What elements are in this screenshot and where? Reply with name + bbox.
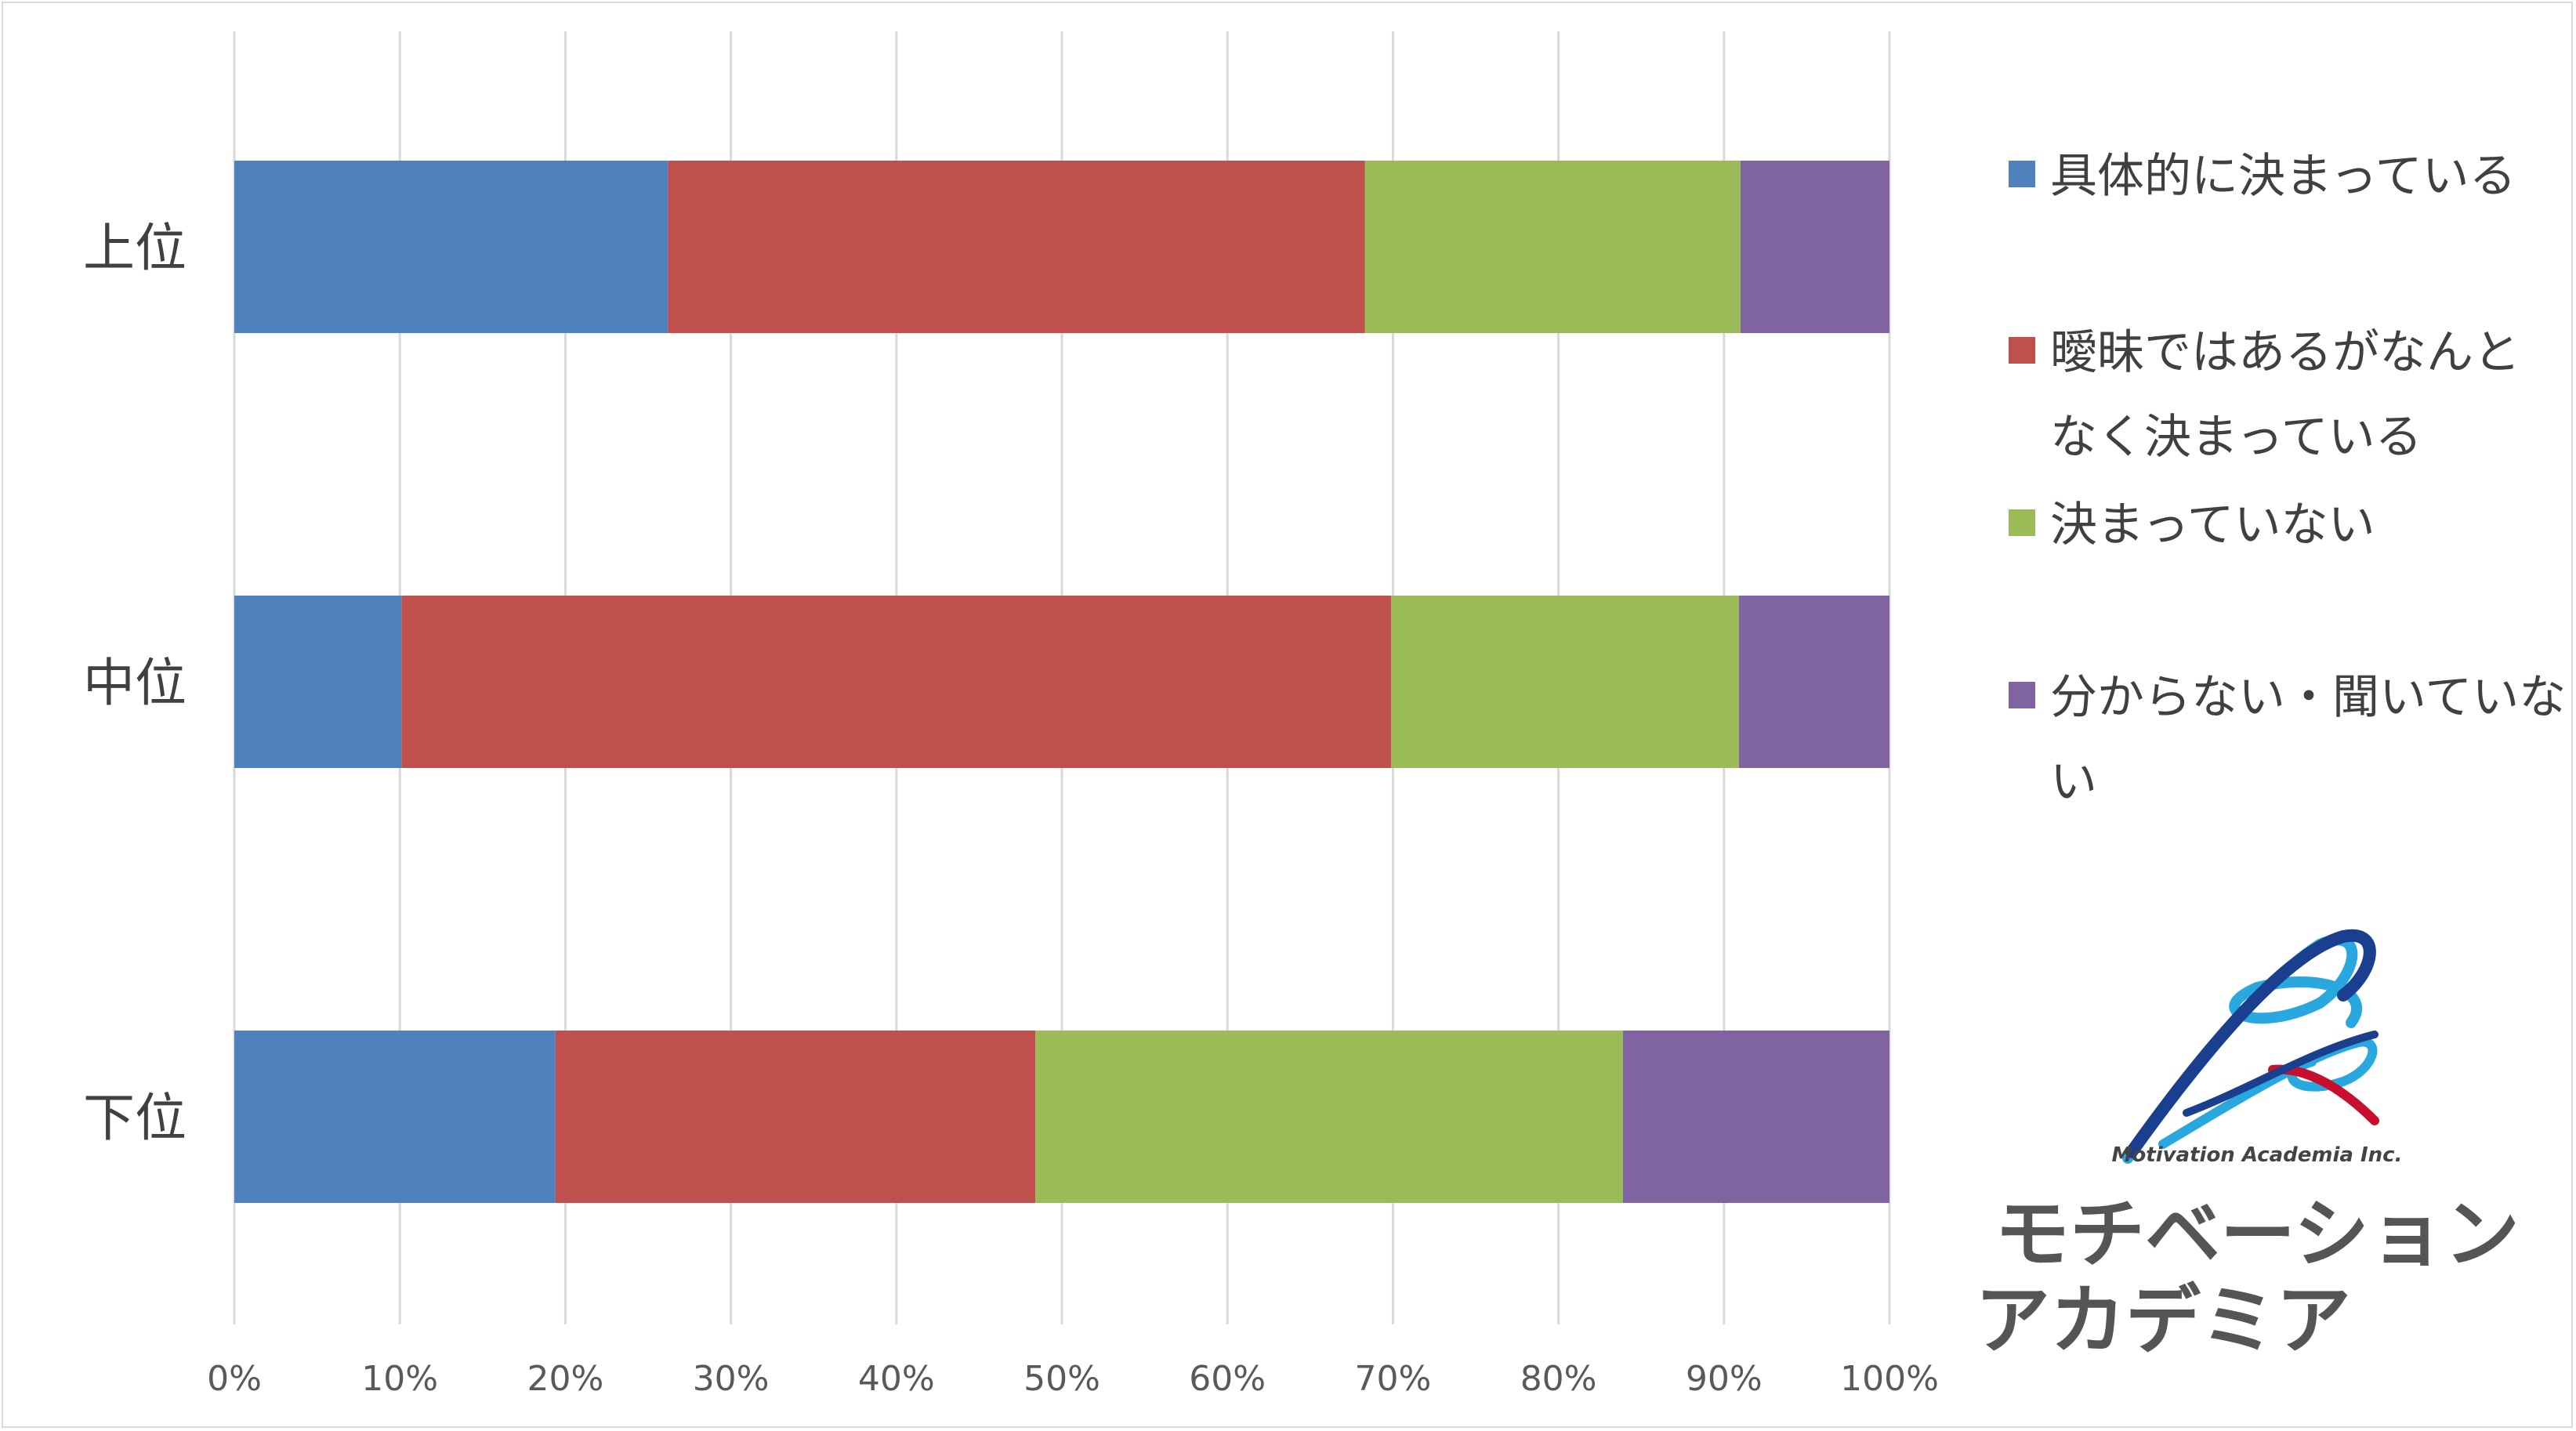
legend-label: 具体的に決まっている [2050,149,2516,204]
legend-swatch [2009,682,2035,708]
legend-swatch [2009,161,2035,187]
bar-segment [1738,596,1889,768]
x-tick-label: 90% [1686,1359,1763,1399]
logo-name-line2: アカデミア [1975,1277,2351,1364]
legend-label: 分からない・聞いていな [2050,670,2566,725]
x-tick-label: 0% [207,1359,262,1399]
company-logo: Motivation Academia Inc. モチベーション アカデミア [1975,929,2520,1364]
x-tick-label: 20% [527,1359,604,1399]
bars [234,161,1889,1203]
x-axis-ticks: 0% 10% 20% 30% 40% 50% 60% 70% 80% 90% 100% [207,1359,1939,1399]
x-tick-label: 80% [1520,1359,1597,1399]
bar-segment [234,1031,556,1203]
x-tick-label: 100% [1840,1359,1939,1399]
bar-segment [1740,161,1889,333]
x-tick-label: 30% [693,1359,770,1399]
logo-tagline: Motivation Academia Inc. [2112,1143,2403,1167]
category-label: 上位 [83,218,187,278]
x-tick-label: 70% [1355,1359,1432,1399]
bar-segment [668,161,1365,333]
legend-swatch [2009,509,2035,536]
x-tick-label: 50% [1024,1359,1100,1399]
legend-label: なく決まっている [2050,410,2422,465]
logo-name-line1: モチベーション [1994,1190,2520,1278]
legend-label: 決まっていない [2050,498,2375,552]
bar-segment [1035,1031,1623,1203]
legend-label: 曖昧ではあるがなんと [2050,325,2520,380]
category-label: 中位 [83,653,187,713]
category-label: 下位 [83,1088,187,1148]
x-tick-label: 40% [858,1359,935,1399]
bar-segment [1364,161,1741,333]
legend-label: い [2050,755,2097,810]
bar-segment [401,596,1392,768]
bar-segment [234,161,668,333]
bar-segment [555,1031,1036,1203]
bar-segment [1622,1031,1889,1203]
bar-segment [234,596,402,768]
bar-segment [1391,596,1739,768]
legend: 具体的に決まっている曖昧ではあるがなんとなく決まっている決まっていない分からない… [2009,149,2566,810]
legend-swatch [2009,337,2035,364]
x-tick-label: 10% [361,1359,438,1399]
x-tick-label: 60% [1189,1359,1266,1399]
logo-swirl-icon [2122,929,2379,1164]
